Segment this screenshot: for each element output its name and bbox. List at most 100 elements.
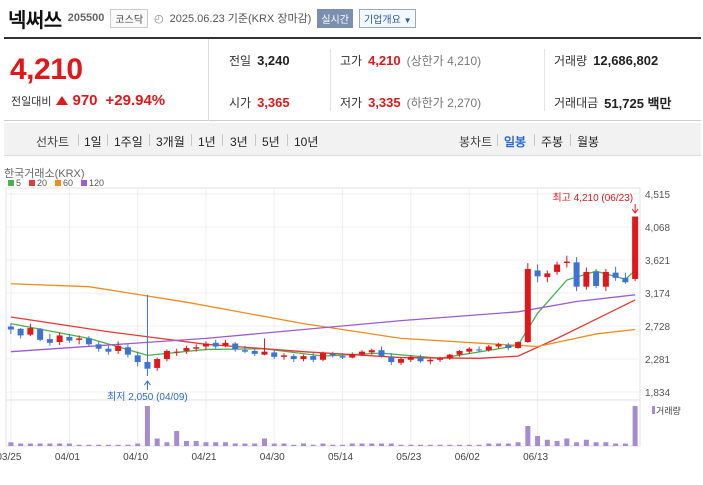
candle-body bbox=[456, 350, 463, 355]
stock-header: 넥써쓰 205500 코스닥 ◴ 2025.06.23 기준(KRX 장마감) … bbox=[0, 0, 703, 36]
quote-panel: 4,210 전일대비 970 +29.94% 전일 3,240 고가 4,210… bbox=[4, 37, 701, 121]
prev-close: 전일 3,240 bbox=[229, 39, 290, 81]
x-tick-label: 04/01 bbox=[55, 452, 80, 463]
legend-swatch bbox=[55, 180, 62, 186]
tab-5y[interactable]: 5년 bbox=[262, 135, 280, 149]
candle-body bbox=[95, 344, 102, 349]
volume-bar bbox=[476, 444, 482, 446]
tab-daily[interactable]: 일봉 bbox=[504, 135, 527, 149]
volume-bar bbox=[37, 443, 43, 446]
volume-bar bbox=[349, 443, 355, 446]
change-amount: 970 bbox=[72, 92, 98, 109]
volume-bar bbox=[447, 444, 453, 446]
candle-body bbox=[66, 336, 73, 341]
tab-monthly[interactable]: 월봉 bbox=[577, 135, 600, 149]
candle-body bbox=[144, 362, 151, 369]
volume-bar bbox=[593, 442, 599, 446]
price-box: 4,210 전일대비 970 +29.94% bbox=[4, 39, 209, 121]
current-price: 4,210 bbox=[10, 53, 83, 86]
open-label: 시가 bbox=[229, 95, 252, 110]
volume-bar bbox=[242, 443, 248, 446]
candle-body bbox=[398, 359, 405, 363]
x-tick-label: 04/21 bbox=[191, 452, 216, 463]
high-price: 고가 4,210 (상한가 4,210) bbox=[340, 39, 481, 81]
candle-body bbox=[534, 270, 541, 277]
prev-close-value: 3,240 bbox=[257, 52, 290, 68]
volume-bar bbox=[427, 444, 433, 446]
tab-1y[interactable]: 1년 bbox=[198, 135, 216, 149]
volume-bar bbox=[203, 442, 209, 446]
prev-close-label: 전일 bbox=[229, 53, 252, 68]
volume-bar bbox=[271, 443, 277, 446]
tab-1w[interactable]: 1주일 bbox=[114, 135, 143, 149]
legend-item-ma60: 60 bbox=[55, 178, 73, 188]
volume-bar bbox=[115, 444, 121, 446]
lower-limit: (하한가 2,270) bbox=[406, 95, 482, 110]
candle-body bbox=[261, 351, 268, 355]
line-chart-group[interactable]: 선차트 bbox=[36, 135, 70, 149]
clock-icon: ◴ bbox=[154, 12, 164, 25]
volume-frame bbox=[5, 399, 641, 447]
tab-10y[interactable]: 10년 bbox=[294, 135, 319, 149]
volume-bar bbox=[164, 442, 170, 446]
volume-bar bbox=[57, 443, 63, 446]
candle-body bbox=[339, 356, 346, 358]
candle-body bbox=[622, 277, 629, 283]
volume-bar bbox=[564, 438, 570, 446]
volume-bar bbox=[379, 443, 385, 446]
candle-body bbox=[124, 347, 131, 355]
tab-3m[interactable]: 3개월 bbox=[156, 135, 185, 149]
volume-bar bbox=[340, 444, 346, 446]
volume-bar bbox=[125, 444, 131, 446]
candle-body bbox=[105, 348, 112, 352]
candle-body bbox=[202, 343, 209, 347]
candle-body bbox=[163, 350, 170, 360]
candle-chart-group[interactable]: 봉차트 bbox=[459, 135, 493, 149]
volume-bar bbox=[505, 443, 511, 446]
legend-item-ma5: 5 bbox=[8, 178, 21, 188]
volume-bar bbox=[261, 438, 267, 446]
candle-body bbox=[290, 356, 297, 360]
high-value: 4,210 bbox=[368, 52, 401, 68]
legend-label: 60 bbox=[63, 178, 74, 188]
candle-body bbox=[632, 216, 639, 279]
candle-body bbox=[300, 356, 307, 360]
volume-bar bbox=[174, 431, 180, 446]
candle-body bbox=[388, 356, 395, 363]
volume-bar bbox=[76, 444, 82, 446]
volume-bar bbox=[437, 444, 443, 446]
candle-body bbox=[154, 359, 161, 368]
volume-bar bbox=[222, 442, 228, 446]
candle-body bbox=[17, 328, 24, 336]
volume-bar bbox=[418, 444, 424, 446]
realtime-button[interactable]: 실시간 bbox=[317, 8, 353, 28]
candle-body bbox=[134, 355, 141, 363]
tab-weekly[interactable]: 주봉 bbox=[541, 135, 564, 149]
candle-body bbox=[612, 272, 619, 278]
candle-body bbox=[76, 338, 83, 340]
low-annotation: 최저 2,050 (04/09) bbox=[107, 391, 188, 403]
volume-bar bbox=[544, 439, 550, 446]
candlestick-chart: 4,515 4,068 3,621 3,174 2,728 2,281 1,834 03/25… bbox=[0, 187, 681, 463]
volume-bar bbox=[408, 444, 414, 446]
candle-body bbox=[378, 350, 385, 357]
volume-bar bbox=[281, 443, 287, 446]
x-tick-label: 05/23 bbox=[396, 452, 421, 463]
candle-body bbox=[37, 328, 44, 340]
candle-body bbox=[212, 342, 219, 347]
tab-1d[interactable]: 1일 bbox=[84, 135, 102, 149]
volume-bar bbox=[183, 441, 189, 446]
price-change: 전일대비 970 +29.94% bbox=[11, 92, 165, 109]
candle-body bbox=[524, 268, 531, 343]
y-tick-label: 2,281 bbox=[645, 355, 670, 366]
candle-body bbox=[446, 354, 453, 359]
candle-body bbox=[427, 359, 434, 362]
company-overview-button[interactable]: 기업개요 ▼ bbox=[358, 8, 417, 28]
volume-bar bbox=[515, 442, 521, 446]
volume-bar bbox=[398, 444, 404, 446]
volume-bar bbox=[632, 406, 638, 446]
candle-body bbox=[271, 352, 278, 357]
tab-3y[interactable]: 3년 bbox=[230, 135, 248, 149]
candle-body bbox=[466, 348, 473, 352]
low-value: 3,335 bbox=[368, 94, 401, 110]
